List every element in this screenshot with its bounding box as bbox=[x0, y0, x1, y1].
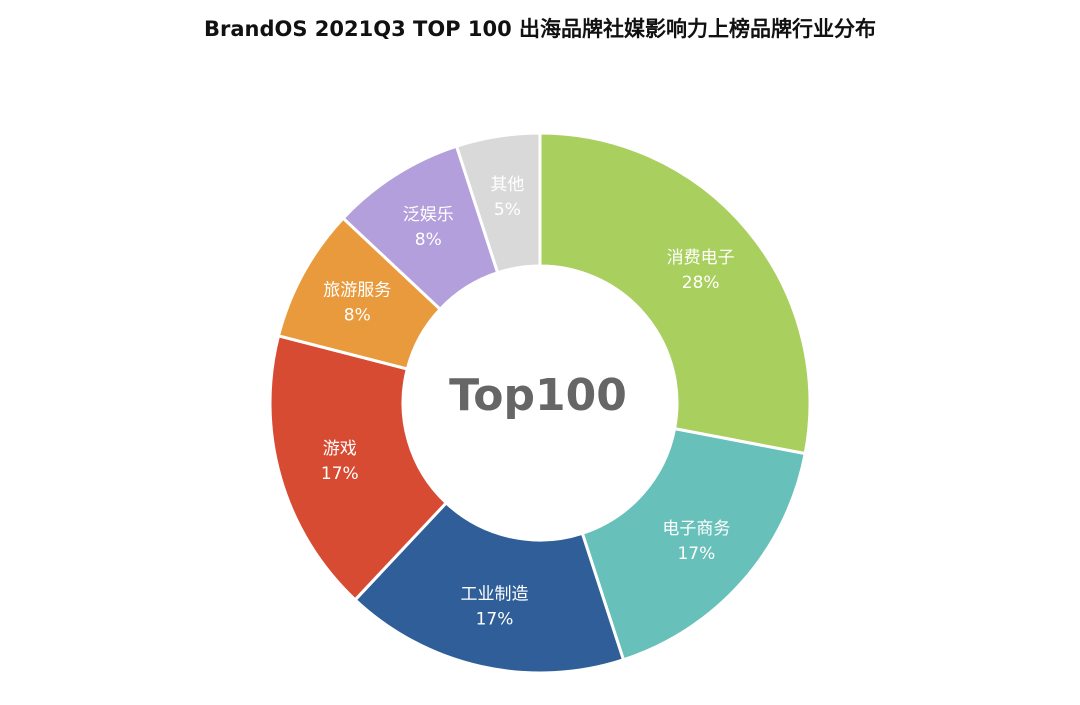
slice-category-label: 消费电子 bbox=[667, 248, 735, 268]
slice-category-label: 其他 bbox=[490, 175, 524, 195]
donut-slice bbox=[580, 426, 807, 662]
slice-category-label: 旅游服务 bbox=[323, 281, 391, 301]
slices: 消费电子 28% 电子商务 17% 工业制造 17% 游戏 17% 旅游服务 8% 泛娱乐 8% 其他 5… bbox=[268, 131, 812, 675]
slice-category-label: 电子商务 bbox=[662, 519, 730, 539]
slice-category-label: 游戏 bbox=[323, 439, 357, 459]
chart-title: BrandOS 2021Q3 TOP 100 出海品牌社媒影响力上榜品牌行业分布 bbox=[204, 17, 876, 41]
donut-slice bbox=[454, 131, 542, 275]
slice-category-label: 工业制造 bbox=[461, 584, 529, 604]
slice-category-label: 泛娱乐 bbox=[403, 205, 454, 225]
slice-value-label: 17% bbox=[476, 609, 514, 629]
donut-slice bbox=[538, 131, 812, 456]
center-label: Top100 bbox=[449, 370, 627, 421]
slice-value-label: 8% bbox=[344, 306, 371, 326]
slice-value-label: 28% bbox=[682, 273, 720, 293]
donut-slice bbox=[353, 500, 626, 675]
slice-value-label: 17% bbox=[677, 544, 715, 564]
donut-slice bbox=[268, 334, 449, 602]
slice-value-label: 5% bbox=[494, 200, 521, 220]
slice-value-label: 17% bbox=[321, 464, 359, 484]
slice-value-label: 8% bbox=[415, 230, 442, 250]
